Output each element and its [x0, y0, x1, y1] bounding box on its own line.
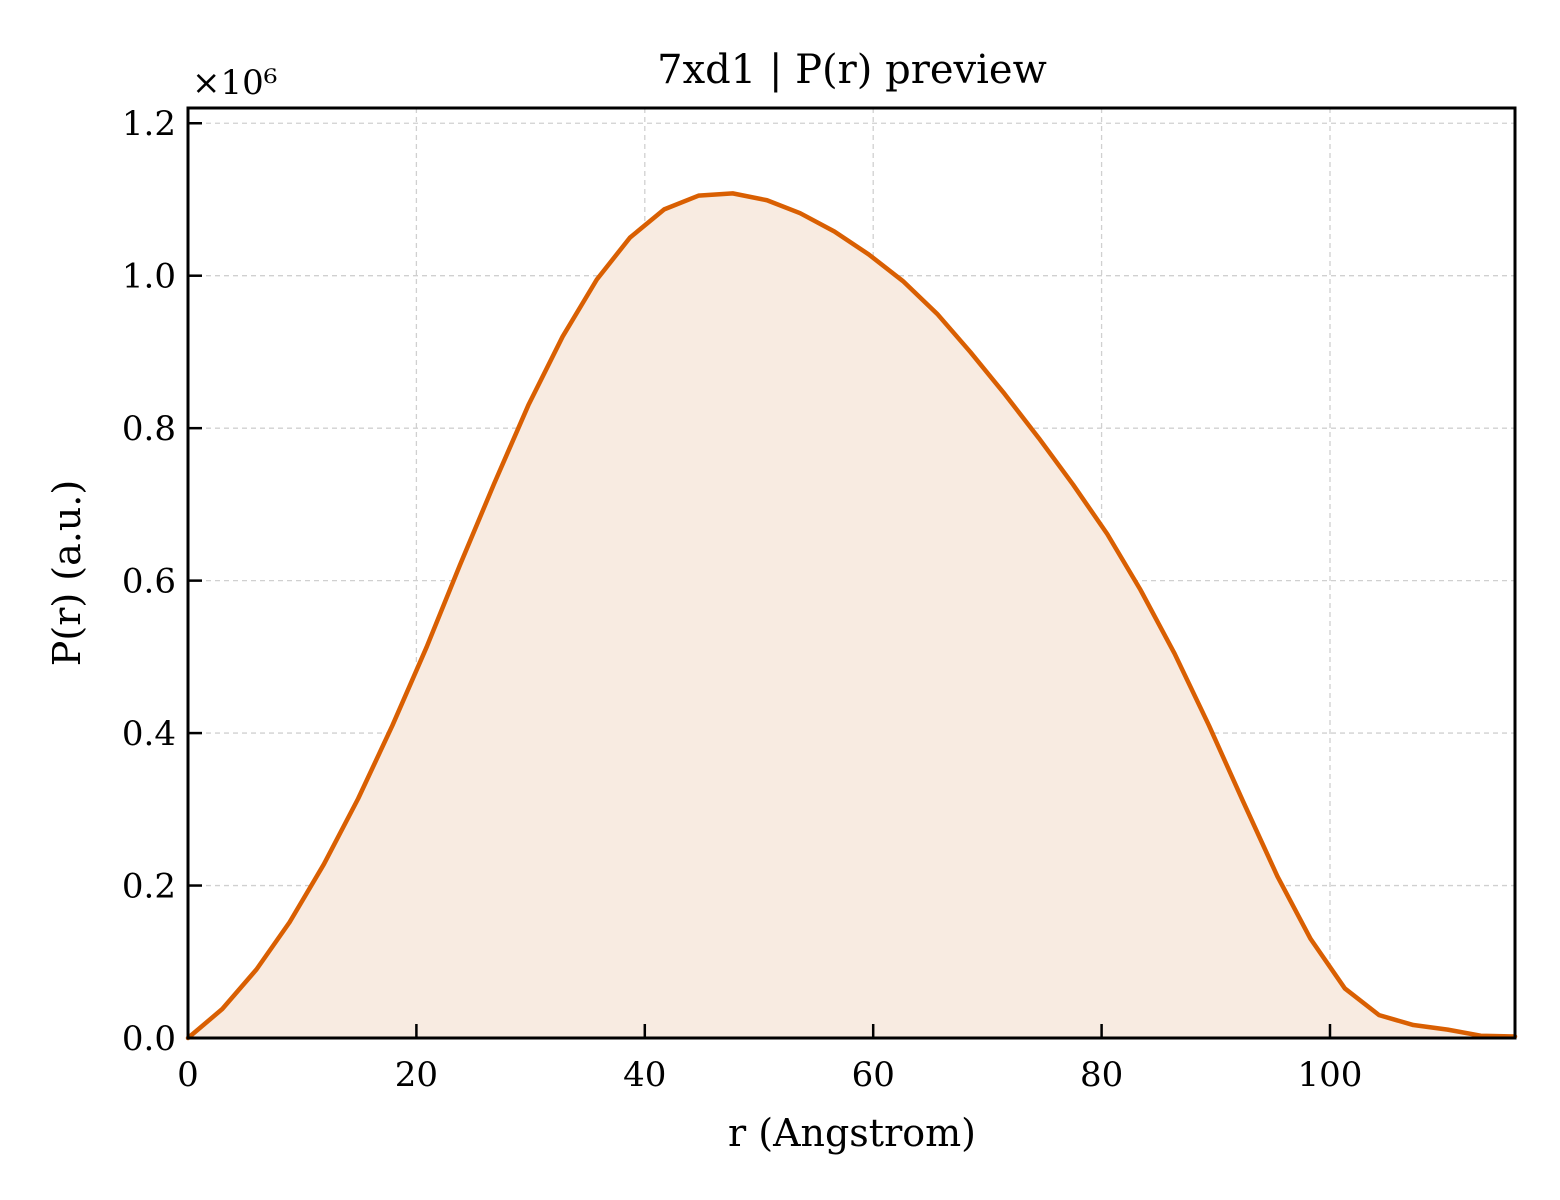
- y-tick-label: 0.8: [122, 409, 176, 449]
- pr-series-line: [185, 191, 1518, 1041]
- y-tick-label: 1.2: [122, 104, 176, 144]
- y-tick-label: 0.4: [122, 714, 176, 754]
- y-tick-label: 0.6: [122, 562, 176, 602]
- x-tick-label: 20: [395, 1055, 438, 1095]
- pr-area-fill: [188, 193, 1515, 1038]
- x-tick-label: 40: [623, 1055, 666, 1095]
- plot-area: [185, 191, 1518, 1041]
- x-tick-label: 0: [177, 1055, 199, 1095]
- x-axis-label: r (Angstrom): [728, 1111, 976, 1155]
- y-tick-label: 0.0: [122, 1019, 176, 1059]
- chart-title: 7xd1 | P(r) preview: [657, 47, 1047, 93]
- x-tick-label: 60: [852, 1055, 895, 1095]
- y-tick-label: 0.2: [122, 867, 176, 907]
- x-tick-label: 100: [1298, 1055, 1363, 1095]
- y-tick-label: 1.0: [122, 257, 176, 297]
- y-axis-label: P(r) (a.u.): [45, 480, 89, 666]
- y-axis-multiplier: ×10⁶: [192, 63, 277, 103]
- x-tick-label: 80: [1080, 1055, 1123, 1095]
- axis-ticks: 0 20 40 60 80 100 0.0 0.2 0.4 0.6 0.8 1.0 1.2: [122, 104, 1363, 1095]
- plot-frame: [186, 106, 1517, 1040]
